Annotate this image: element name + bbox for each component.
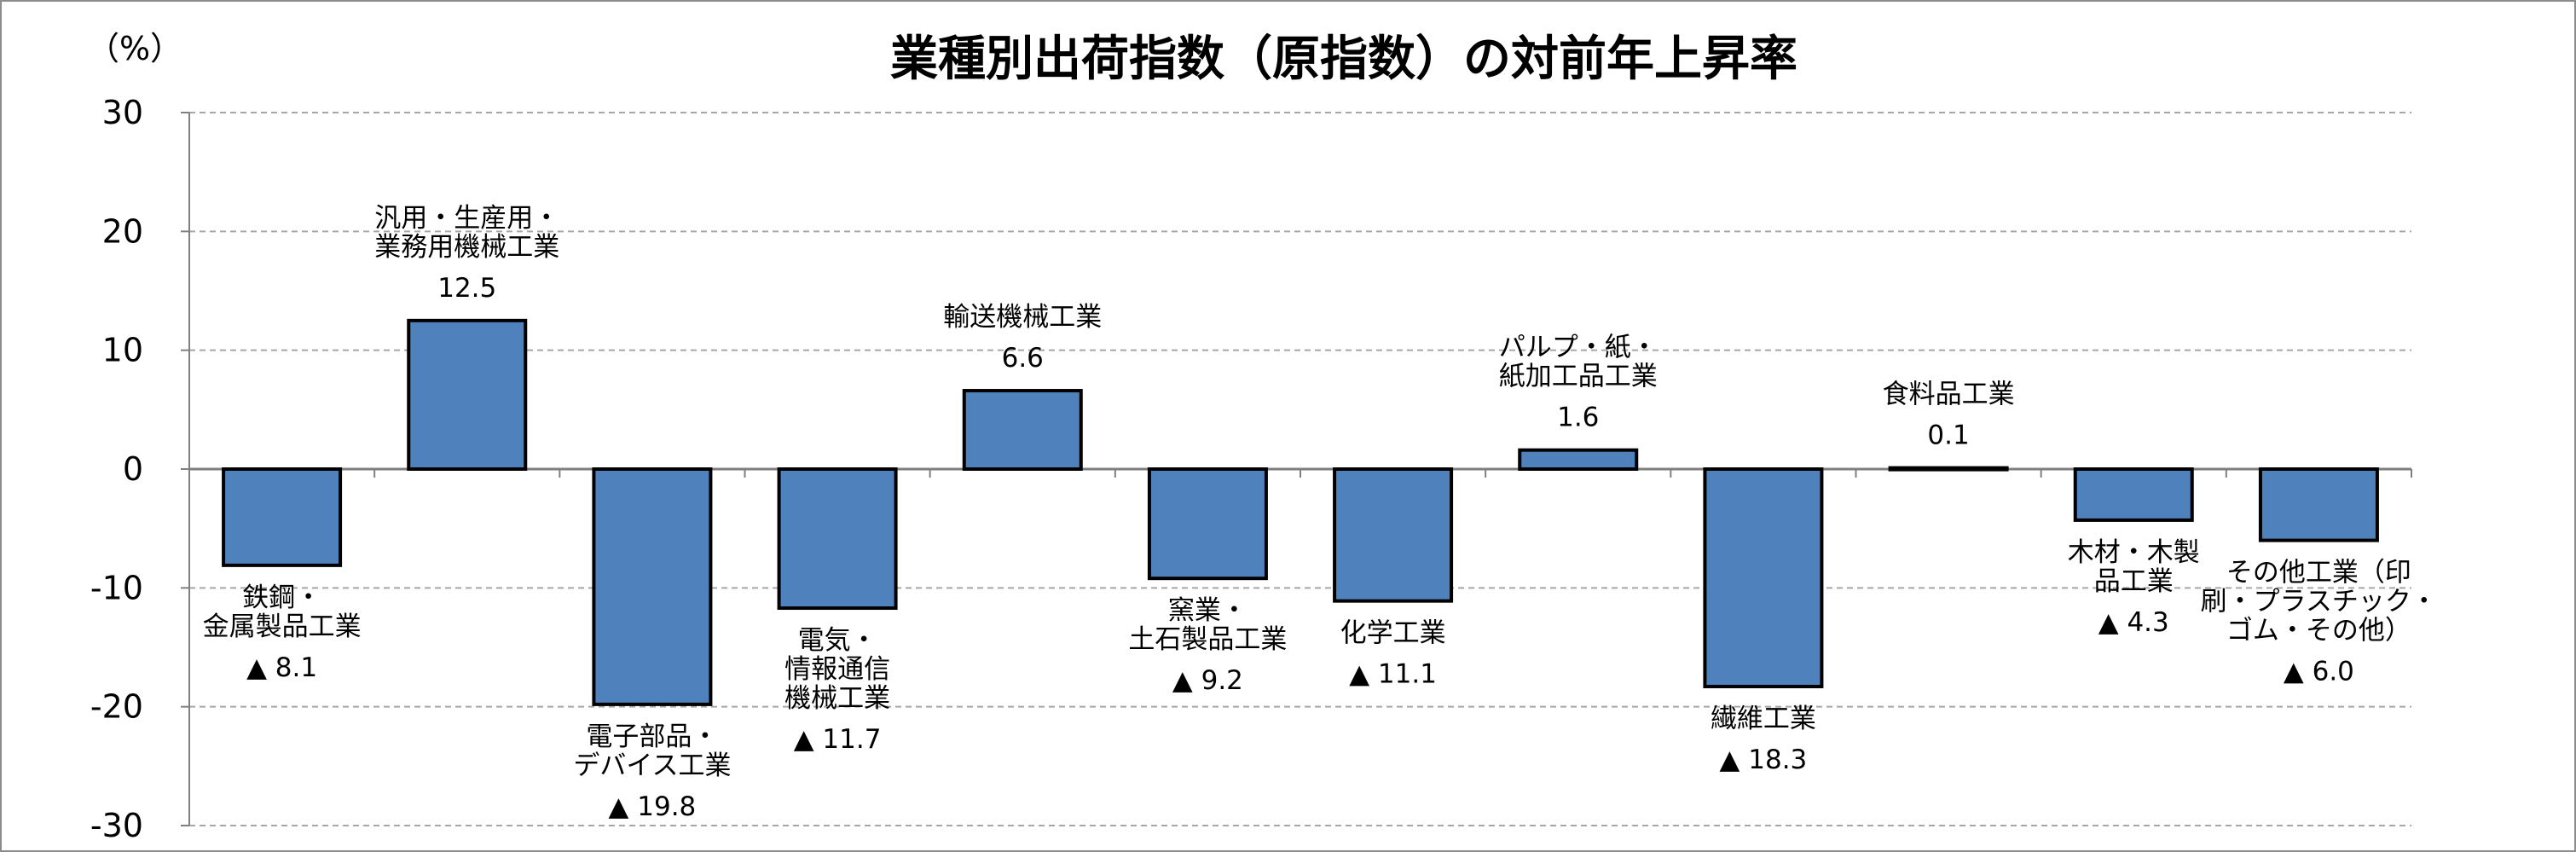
- bar-label-group: パルプ・紙・紙加工品工業 1.6: [1499, 333, 1658, 433]
- y-tick-label: -10: [90, 569, 143, 606]
- bar-labels: 鉄鋼・金属製品工業 ▲ 8.1 汎用・生産用・業務用機械工業 12.5 電子部品・デバイ…: [203, 203, 2438, 822]
- bar: [1147, 467, 1268, 581]
- y-tick-label: -20: [90, 688, 143, 726]
- bar-label-group: 汎用・生産用・業務用機械工業 12.5: [374, 203, 559, 304]
- data-label: ▲ 8.1: [246, 652, 317, 683]
- category-label: その他工業（印: [2226, 558, 2411, 588]
- bar-label-group: 窯業・土石製品工業 ▲ 9.2: [1128, 595, 1287, 696]
- category-label: デバイス工業: [573, 751, 731, 781]
- category-label: 情報通信: [784, 654, 890, 685]
- data-label: ▲ 11.7: [794, 724, 882, 755]
- bar: [777, 467, 898, 611]
- bar: [592, 467, 713, 706]
- y-tick-label: 30: [102, 94, 143, 131]
- bar: [962, 389, 1083, 472]
- bar: [222, 467, 343, 567]
- bar-label-group: 繊維工業 ▲ 18.3: [1711, 704, 1816, 775]
- y-tick-label: 20: [102, 212, 143, 250]
- y-tick-label: -30: [90, 807, 143, 844]
- bar: [1518, 448, 1639, 471]
- bars: [222, 318, 2379, 706]
- y-tick-label: 10: [102, 332, 143, 369]
- bar-label-group: 鉄鋼・金属製品工業 ▲ 8.1: [203, 582, 362, 683]
- bar-label-group: その他工業（印刷・プラスチック・ゴム・その他） ▲ 6.0: [2201, 558, 2438, 687]
- bar-label-group: 化学工業 ▲ 11.1: [1340, 618, 1446, 690]
- category-label: 輸送機械工業: [943, 302, 1102, 333]
- axes: 30 20 10 0 -10 -20 -30: [90, 94, 2412, 844]
- data-label: 0.1: [1927, 420, 1969, 451]
- category-label: 化学工業: [1340, 618, 1446, 649]
- y-axis-unit-label: （%）: [87, 30, 182, 67]
- category-label: 刷・プラスチック・: [2201, 587, 2438, 617]
- bar: [2073, 467, 2194, 522]
- bar: [2258, 467, 2379, 542]
- category-label: 食料品工業: [1883, 380, 2015, 410]
- category-label: 機械工業: [784, 683, 890, 714]
- category-label: 窯業・: [1168, 595, 1247, 626]
- category-label: 品工業: [2094, 566, 2174, 597]
- y-tick-label: 0: [123, 450, 143, 488]
- category-label: 汎用・生産用・: [374, 203, 559, 234]
- category-label: ゴム・その他）: [2226, 616, 2411, 646]
- data-label: 12.5: [437, 273, 496, 304]
- chart-title: 業種別出荷指数（原指数）の対前年上昇率: [890, 32, 1797, 87]
- bar: [1333, 467, 1454, 603]
- category-label: 繊維工業: [1711, 704, 1816, 734]
- category-label: 業務用機械工業: [374, 232, 559, 263]
- data-label: 1.6: [1557, 403, 1599, 433]
- data-label: ▲ 9.2: [1172, 665, 1243, 696]
- category-label: 土石製品工業: [1128, 624, 1287, 655]
- data-label: ▲ 19.8: [609, 791, 697, 822]
- data-label: ▲ 6.0: [2284, 657, 2354, 687]
- category-label: 電気・: [798, 625, 877, 656]
- bar: [407, 318, 528, 472]
- data-label: ▲ 11.1: [1349, 659, 1437, 690]
- category-label: パルプ・紙・: [1499, 333, 1658, 363]
- category-label: 鉄鋼・: [242, 582, 321, 613]
- bar: [1888, 466, 2009, 472]
- data-label: ▲ 18.3: [1720, 745, 1808, 775]
- data-label: 6.6: [1002, 343, 1044, 374]
- bar-label-group: 輸送機械工業 6.6: [943, 302, 1102, 374]
- bar-label-group: 食料品工業 0.1: [1883, 380, 2015, 451]
- category-label: 紙加工品工業: [1499, 362, 1658, 392]
- category-label: 電子部品・: [586, 722, 718, 752]
- data-label: ▲ 4.3: [2098, 607, 2169, 638]
- category-label: 木材・木製: [2068, 537, 2200, 568]
- gridlines: [189, 112, 2411, 826]
- bar-label-group: 電子部品・デバイス工業 ▲ 19.8: [573, 722, 731, 822]
- category-label: 金属製品工業: [203, 611, 362, 642]
- bar: [1703, 467, 1824, 688]
